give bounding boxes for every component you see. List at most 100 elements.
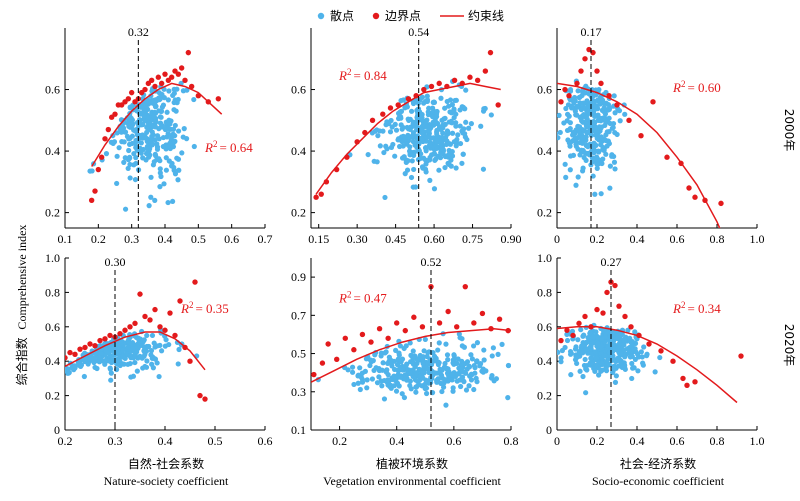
- scatter-point: [89, 356, 95, 363]
- scatter-point: [141, 344, 148, 350]
- boundary-point: [436, 80, 442, 87]
- boundary-point: [318, 191, 324, 197]
- scatter-point: [580, 350, 586, 356]
- scatter-point: [154, 141, 160, 147]
- boundary-point: [436, 320, 443, 326]
- scatter-point: [166, 341, 172, 348]
- scatter-point: [652, 369, 658, 375]
- r-squared-value: = 0.60: [687, 80, 720, 95]
- x-tick-label: 0.1: [58, 232, 73, 246]
- scatter-point: [563, 174, 569, 180]
- scatter-point: [149, 141, 156, 147]
- scatter-point: [434, 127, 440, 133]
- scatter-point: [446, 103, 452, 109]
- scatter-point: [592, 113, 598, 120]
- scatter-point: [148, 348, 155, 354]
- scatter-point: [611, 159, 618, 165]
- scatter-point: [410, 184, 416, 190]
- scatter-point: [601, 108, 607, 115]
- scatter-point: [598, 191, 604, 197]
- boundary-point: [107, 332, 113, 339]
- boundary-point: [137, 291, 143, 297]
- scatter-point: [641, 344, 647, 350]
- boundary-point: [495, 102, 501, 108]
- scatter-point: [610, 120, 617, 127]
- scatter-point: [167, 140, 173, 146]
- boundary-point: [162, 71, 168, 77]
- x-tick-label: 0.5: [208, 434, 223, 448]
- scatter-point: [618, 351, 625, 357]
- scatter-point: [107, 366, 114, 372]
- boundary-point: [162, 327, 168, 333]
- scatter-point: [514, 373, 519, 378]
- scatter-point: [453, 165, 459, 171]
- boundary-point: [467, 74, 473, 80]
- scatter-point: [371, 367, 377, 374]
- scatter-point: [407, 340, 413, 346]
- boundary-point: [658, 348, 664, 354]
- boundary-point: [487, 49, 494, 56]
- panel-vegetation-2000: 0.15 0.30 0.45 0.60 0.75 0.90 0.2 0.4 0.6 0.54 R2 =…: [291, 25, 522, 246]
- scatter-point: [557, 129, 563, 136]
- scatter-point: [120, 353, 126, 360]
- scatter-point: [573, 141, 579, 147]
- row-label-2000: 2000年: [782, 109, 796, 152]
- col1-label-cn: 自然-社会系数: [128, 456, 204, 471]
- scatter-point: [558, 355, 564, 361]
- x-tick-label: 0.90: [501, 232, 522, 246]
- y-tick-label: 0.2: [45, 206, 60, 220]
- r-squared-label: R2 = 0.35: [180, 300, 229, 316]
- scatter-point: [137, 117, 143, 123]
- scatter-point: [108, 346, 114, 352]
- boundary-point: [586, 46, 592, 53]
- scatter-point: [455, 371, 461, 377]
- boundary-point: [168, 74, 175, 80]
- scatter-point: [172, 171, 179, 177]
- boundary-point: [368, 339, 374, 345]
- boundary-point: [562, 86, 568, 93]
- x-tick-label: 0.4: [158, 232, 173, 246]
- scatter-point: [584, 339, 590, 346]
- scatter-point: [435, 359, 441, 365]
- scatter-point: [430, 105, 436, 111]
- scatter-point: [164, 109, 170, 115]
- y-axis-title-en: Comprehensive index: [15, 225, 29, 330]
- boundary-point: [148, 77, 155, 84]
- scatter-point: [472, 365, 478, 371]
- scatter-point: [170, 144, 177, 150]
- r-squared-value: = 0.35: [195, 301, 228, 316]
- scatter-point: [596, 372, 602, 378]
- boundary-point: [187, 358, 193, 364]
- r-squared-value: = 0.84: [353, 68, 387, 83]
- x-tick-label: 1.0: [750, 232, 765, 246]
- scatter-point: [557, 112, 562, 118]
- scatter-point: [126, 141, 133, 147]
- boundary-point: [622, 313, 628, 320]
- scatter-point: [419, 111, 425, 118]
- scatter-point: [453, 123, 459, 129]
- scatter-point: [392, 121, 398, 127]
- scatter-point: [474, 358, 480, 364]
- scatter-point: [488, 112, 494, 118]
- scatter-point: [72, 365, 78, 371]
- boundary-point: [202, 396, 208, 402]
- scatter-point: [453, 143, 459, 149]
- scatter-point: [414, 133, 420, 139]
- boundary-point: [718, 200, 724, 207]
- scatter-point: [481, 347, 487, 353]
- r-squared-value: = 0.34: [687, 301, 721, 316]
- boundary-point: [98, 154, 105, 160]
- y-tick-label: 0.6: [537, 83, 552, 97]
- constraint-curve: [311, 327, 511, 383]
- y-tick-label: 0.4: [45, 144, 60, 158]
- scatter-point: [434, 377, 440, 383]
- x-tick-label: 0.7: [258, 232, 273, 246]
- scatter-point: [120, 361, 126, 367]
- scatter-point: [423, 134, 430, 140]
- scatter-point: [144, 358, 150, 364]
- r-squared-exponent: 2: [681, 79, 686, 89]
- scatter-point: [580, 104, 586, 111]
- threshold-label: 0.54: [408, 25, 429, 39]
- legend: 散点 边界点 约束线: [317, 8, 504, 23]
- scatter-point: [463, 387, 470, 393]
